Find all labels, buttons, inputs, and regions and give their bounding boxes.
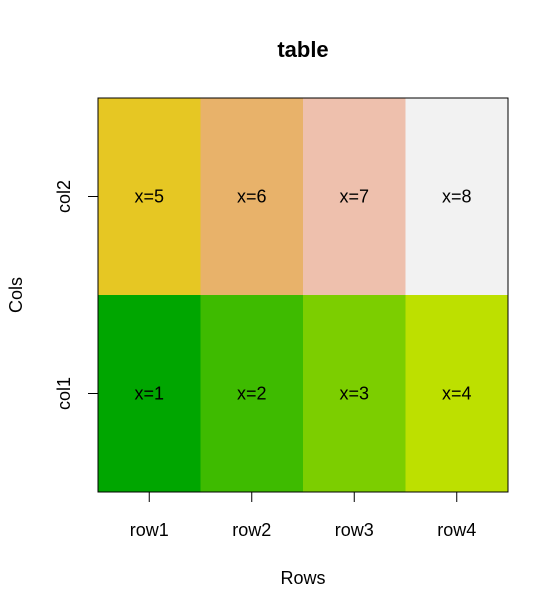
cell-label-row3-col2: x=7 xyxy=(339,187,369,207)
x-tick-label-row4: row4 xyxy=(437,520,476,540)
heatmap-cell-row1-col1 xyxy=(98,295,201,492)
cell-label-row2-col1: x=2 xyxy=(237,384,267,404)
y-tick-label-col2: col2 xyxy=(54,180,74,213)
heatmap-cell-row4-col2 xyxy=(405,98,508,295)
heatmap-cell-row4-col1 xyxy=(405,295,508,492)
x-tick-label-row1: row1 xyxy=(130,520,169,540)
x-tick-label-row2: row2 xyxy=(232,520,271,540)
y-axis-title: Cols xyxy=(6,277,26,313)
cell-label-row3-col1: x=3 xyxy=(339,384,369,404)
plot-frame xyxy=(97,97,509,493)
chart-title: table xyxy=(277,37,328,62)
heatmap-cell-row1-col2 xyxy=(98,98,201,295)
y-tick-label-col1: col1 xyxy=(54,377,74,410)
heatmap-cells xyxy=(98,98,508,492)
heatmap-cell-row3-col1 xyxy=(303,295,406,492)
cell-label-row4-col2: x=8 xyxy=(442,187,472,207)
x-tick-label-row3: row3 xyxy=(335,520,374,540)
x-axis-title: Rows xyxy=(280,568,325,588)
cell-label-row2-col2: x=6 xyxy=(237,187,267,207)
heatmap-cell-row2-col2 xyxy=(200,98,303,295)
cell-label-row4-col1: x=4 xyxy=(442,384,472,404)
cell-label-row1-col1: x=1 xyxy=(134,384,164,404)
y-axis: col1 col2 xyxy=(54,180,98,410)
heatmap-cell-row3-col2 xyxy=(303,98,406,295)
cell-value-labels: x=1 x=2 x=3 x=4 x=5 x=6 x=7 x=8 xyxy=(134,187,471,404)
cell-label-row1-col2: x=5 xyxy=(134,187,164,207)
x-axis: row1 row2 row3 row4 xyxy=(130,492,476,540)
heatmap-cell-row2-col1 xyxy=(200,295,303,492)
